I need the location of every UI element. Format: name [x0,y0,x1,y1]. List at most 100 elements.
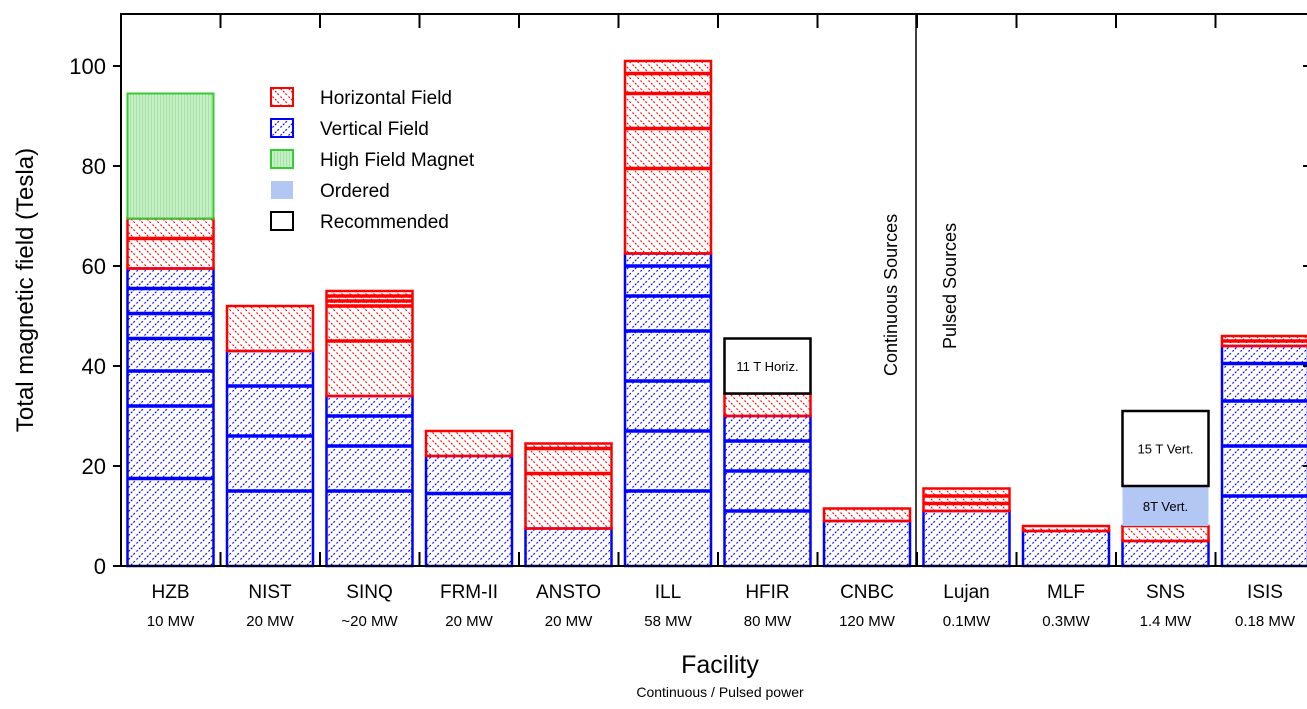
category-label-frm-ii: FRM-II [440,582,498,603]
y-tick-label: 60 [82,254,106,279]
bar-sns-ordered-label: 8T Vert. [1143,499,1188,514]
category-power-isis: 0.18 MW [1235,613,1296,630]
bar-lujan [922,487,1011,568]
legend-item-vertical: Vertical Field [270,118,429,140]
bar-nist-horizontal-fill [227,306,313,351]
bar-lujan-horizontal-fill [923,488,1010,511]
category-power-hzb: 10 MW [147,613,195,630]
y-tick-label: 20 [82,454,106,479]
legend-swatch-ordered [271,181,293,199]
x-axis-sublabel: Continuous / Pulsed power [636,684,804,700]
continuous-sources-label: Continuous Sources [881,214,901,376]
bar-cnbc [822,507,912,568]
bar-hfir-recommended-label: 11 T Horiz. [736,359,798,374]
bar-ansto-horizontal-outline [524,442,613,530]
bar-sns-horizontal-fill [1122,526,1209,541]
category-label-ansto: ANSTO [536,582,601,603]
category-power-mlf: 0.3MW [1042,613,1090,630]
y-axis-label: Total magnetic field (Tesla) [12,148,39,432]
y-tick-label: 40 [82,354,106,379]
bar-ansto [524,442,613,568]
bar-frm-ii-horizontal-outline [424,429,514,458]
bar-isis [1220,334,1307,568]
bar-frm-ii-vertical-fill [426,456,512,566]
bar-frm-ii [424,429,514,568]
legend-item-recommended: Recommended [270,211,449,233]
legend-label-high-field: High Field Magnet [320,150,475,171]
bar-sns-vertical-fill [1122,541,1209,566]
bar-sns-ordered [1122,486,1209,526]
category-power-sinq: ~20 MW [341,613,398,630]
bar-hzb-horizontal-fill [127,218,214,269]
bar-isis-vertical-fill [1222,346,1307,566]
legend-swatch-high-field [270,149,294,169]
bar-frm-ii-horizontal-fill [426,431,512,456]
bar-sns: 8T Vert. 15 T Vert. [1121,409,1210,568]
bar-ill-horizontal-outline [623,59,713,255]
x-axis-label: Facility [681,651,759,679]
bar-nist [225,304,315,568]
bar-cnbc-horizontal-fill [824,508,910,521]
category-power-ill: 58 MW [644,613,692,630]
y-tick-label: 100 [69,54,106,79]
bar-sinq-horizontal-fill [326,291,413,396]
pulsed-sources-label: Pulsed Sources [940,223,960,349]
category-label-nist: NIST [248,582,292,603]
category-label-sns: SNS [1146,582,1185,603]
x-axis-category-labels: HZB 10 MW NIST 20 MW SINQ ~20 MW FRM-II 20 MW AN… [147,582,1296,630]
bars-layer: 11 T Horiz. 8T Vert. 15 T Vert. [126,59,1307,568]
plot-border [120,13,1307,567]
legend-label-vertical: Vertical Field [320,119,429,140]
bar-mlf-vertical-fill [1023,531,1109,566]
bar-sns-recommended-label: 15 T Vert. [1138,442,1194,457]
legend-item-horizontal: Horizontal Field [270,87,452,109]
bar-hfir-horizontal-fill [724,393,811,416]
bar-ansto-horizontal-fill [525,443,612,529]
plot-frame [120,13,1307,567]
category-power-ansto: 20 MW [545,613,593,630]
legend-label-ordered: Ordered [320,181,390,202]
bar-sns-recommended [1121,409,1210,488]
legend-item-high-field: High Field Magnet [270,149,475,171]
legend: Horizontal Field Vertical Field High Fie… [270,87,475,233]
bar-cnbc-horizontal-outline [822,507,912,523]
bar-sinq [325,289,414,568]
y-axis: 0 20 40 60 80 100 [69,54,1307,579]
bar-lujan-horizontal-outline [922,487,1011,513]
bar-hfir-recommended [723,337,812,395]
x-axis-ticks [219,14,1217,566]
category-label-hfir: HFIR [745,582,789,603]
bar-ansto-vertical-fill [525,528,612,566]
y-tick-label: 0 [94,554,106,579]
legend-item-ordered: Ordered [271,181,390,202]
category-power-cnbc: 120 MW [839,613,896,630]
category-power-frm-ii: 20 MW [445,613,493,630]
bar-isis-horizontal-outline [1220,334,1307,348]
category-label-ill: ILL [655,582,681,603]
bar-cnbc-vertical-fill [824,521,910,566]
category-label-lujan: Lujan [943,582,990,603]
bar-hzb [126,92,215,568]
bar-nist-horizontal-outline [225,304,315,353]
bar-sinq-horizontal-outline [325,289,414,398]
category-label-isis: ISIS [1247,582,1283,603]
category-power-hfir: 80 MW [744,613,792,630]
bar-hfir: 11 T Horiz. [723,337,812,568]
category-power-nist: 20 MW [246,613,294,630]
bar-hzb-high-field [126,92,215,220]
y-tick-label: 80 [82,154,106,179]
category-power-lujan: 0.1MW [943,613,991,630]
bar-sinq-vertical-fill [326,396,413,566]
bar-ill-horizontal-fill [625,61,711,254]
category-power-sns: 1.4 MW [1140,613,1193,630]
legend-swatch-horizontal [270,87,294,107]
bar-mlf-horizontal-outline [1021,524,1111,533]
bar-mlf-horizontal-fill [1023,526,1109,531]
bar-hfir-vertical-fill [724,416,811,566]
category-label-cnbc: CNBC [840,582,894,603]
bar-mlf [1021,524,1111,568]
bar-ill-vertical-fill [625,253,711,566]
bar-ill [623,59,713,568]
bar-hzb-vertical-fill [127,268,214,566]
